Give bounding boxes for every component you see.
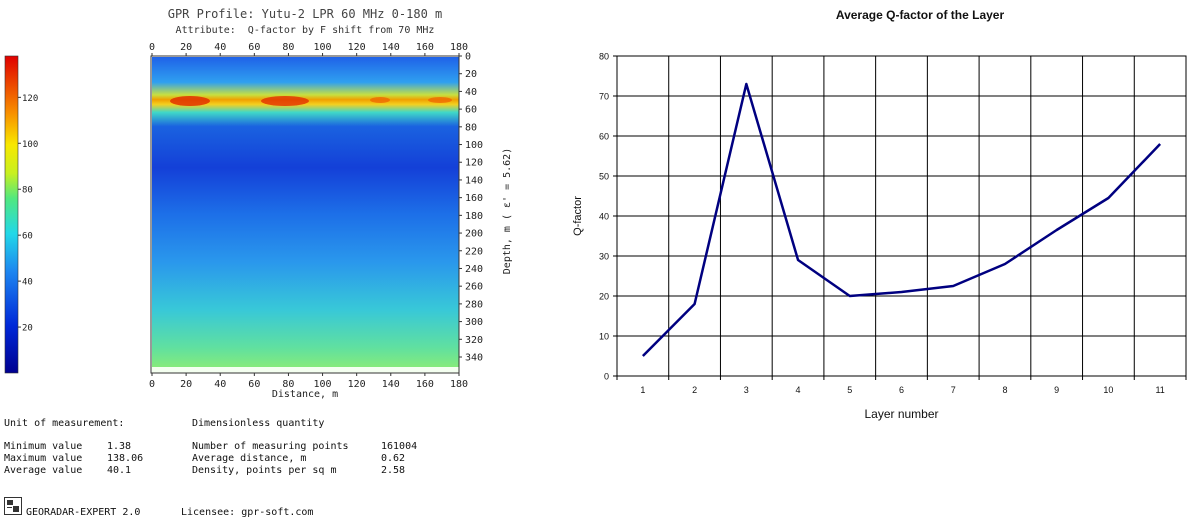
x-tick-label: 1 <box>640 385 645 395</box>
chart-title: Average Q-factor of the Layer <box>835 8 1005 22</box>
high-q-zone <box>370 97 390 103</box>
y-tick-label: 80 <box>599 52 609 62</box>
depth-tick-label: 100 <box>465 140 483 151</box>
bottom-tick-label: 160 <box>416 379 434 390</box>
avg-label: Average value <box>4 465 83 476</box>
profile-title: GPR Profile: Yutu-2 LPR 60 MHz 0-180 m <box>167 7 443 21</box>
y-tick-label: 60 <box>599 132 609 142</box>
y-tick-label: 30 <box>599 252 609 262</box>
depth-tick-label: 160 <box>465 193 483 204</box>
colorbar-tick-label: 60 <box>22 232 33 242</box>
gpr-heatmap <box>152 57 459 373</box>
avg-value: 40.1 <box>107 465 132 476</box>
unit-value: Dimensionless quantity <box>192 418 325 429</box>
colorbar-tick-label: 80 <box>22 186 33 196</box>
depth-tick-label: 140 <box>465 175 483 186</box>
series-line <box>641 82 1162 357</box>
attribute-label: Attribute: Q-factor by F shift from 70 M… <box>175 25 435 36</box>
y-tick-label: 50 <box>599 172 609 182</box>
high-q-zone <box>428 97 452 103</box>
plot-frame <box>150 55 460 374</box>
y-tick-label: 20 <box>599 292 609 302</box>
y-tick-label: 10 <box>599 332 609 342</box>
depth-tick-label: 280 <box>465 299 483 310</box>
y-axis-label: Q-factor <box>572 196 584 236</box>
y-tick-label: 0 <box>604 372 609 382</box>
depth-tick-label: 300 <box>465 317 483 328</box>
x-tick-label: 5 <box>847 385 852 395</box>
x-tick-label: 8 <box>1002 385 1007 395</box>
density-label: Density, points per sq m <box>192 465 337 476</box>
bottom-tick-label: 40 <box>214 379 226 390</box>
bottom-tick-label: 100 <box>314 379 332 390</box>
depth-tick-label: 80 <box>465 122 477 133</box>
x-tick-label: 7 <box>951 385 956 395</box>
top-tick-label: 180 <box>450 42 468 53</box>
unit-label: Unit of measurement: <box>4 418 125 429</box>
points-label: Number of measuring points <box>192 441 349 452</box>
depth-tick-label: 240 <box>465 264 483 275</box>
depth-tick-label: 0 <box>465 52 471 63</box>
top-tick-label: 140 <box>382 42 400 53</box>
depth-tick-label: 180 <box>465 211 483 222</box>
top-tick-label: 60 <box>248 42 260 53</box>
georadar-logo-icon <box>4 497 22 515</box>
x-tick-label: 11 <box>1155 385 1164 395</box>
bottom-tick-label: 140 <box>382 379 400 390</box>
distance-label: Average distance, m <box>192 453 307 464</box>
distance-axis-label: Distance, m <box>271 389 339 400</box>
points-value: 161004 <box>381 441 418 452</box>
colorbar <box>4 55 19 374</box>
colorbar-tick-label: 100 <box>22 140 38 150</box>
bottom-edge <box>152 367 459 373</box>
x-tick-label: 2 <box>692 385 697 395</box>
depth-tick-label: 20 <box>465 69 477 80</box>
depth-tick-label: 220 <box>465 246 483 257</box>
min-label: Minimum value <box>4 441 83 452</box>
x-tick-label: 6 <box>899 385 904 395</box>
max-label: Maximum value <box>4 453 83 464</box>
top-tick-label: 40 <box>214 42 226 53</box>
high-q-zone <box>170 96 210 106</box>
x-tick-label: 3 <box>744 385 749 395</box>
top-tick-label: 120 <box>348 42 366 53</box>
bottom-tick-label: 120 <box>348 379 366 390</box>
depth-tick-label: 260 <box>465 282 483 293</box>
colorbar-tick-label: 120 <box>22 94 38 104</box>
bottom-tick-label: 0 <box>149 379 155 390</box>
bottom-tick-label: 180 <box>450 379 468 390</box>
x-tick-label: 9 <box>1054 385 1059 395</box>
x-tick-label: 4 <box>796 385 801 395</box>
depth-tick-label: 340 <box>465 353 483 364</box>
top-tick-label: 0 <box>149 42 155 53</box>
colorbar-tick-label: 40 <box>22 278 33 288</box>
bottom-tick-label: 80 <box>282 379 294 390</box>
top-tick-label: 80 <box>282 42 294 53</box>
y-tick-label: 70 <box>599 92 609 102</box>
top-tick-label: 160 <box>416 42 434 53</box>
depth-tick-label: 200 <box>465 229 483 240</box>
bottom-tick-label: 60 <box>248 379 260 390</box>
min-value: 1.38 <box>107 441 132 452</box>
depth-axis-label: Depth, m ( ε' = 5.62) <box>502 147 513 275</box>
bottom-tick-label: 20 <box>180 379 192 390</box>
top-tick-label: 20 <box>180 42 192 53</box>
top-tick-label: 100 <box>314 42 332 53</box>
x-tick-label: 10 <box>1103 385 1113 395</box>
distance-value: 0.62 <box>381 453 406 464</box>
y-tick-label: 40 <box>599 212 609 222</box>
depth-tick-label: 320 <box>465 335 483 346</box>
depth-tick-label: 120 <box>465 158 483 169</box>
x-axis-label: Layer number <box>864 407 938 421</box>
colorbar-tick-label: 20 <box>22 324 33 334</box>
q-factor-line-chart: 0 10 20 30 40 50 60 70 80 1 2 3 4 5 6 7 8 9 10 11 Q-factor… <box>572 52 1187 421</box>
app-name: GEORADAR-EXPERT 2.0 <box>26 507 141 518</box>
depth-tick-label: 60 <box>465 105 477 116</box>
max-value: 138.06 <box>107 453 144 464</box>
licensee: Licensee: gpr-soft.com <box>181 507 314 518</box>
depth-tick-label: 40 <box>465 87 477 98</box>
high-q-zone <box>261 96 309 106</box>
density-value: 2.58 <box>381 465 406 476</box>
